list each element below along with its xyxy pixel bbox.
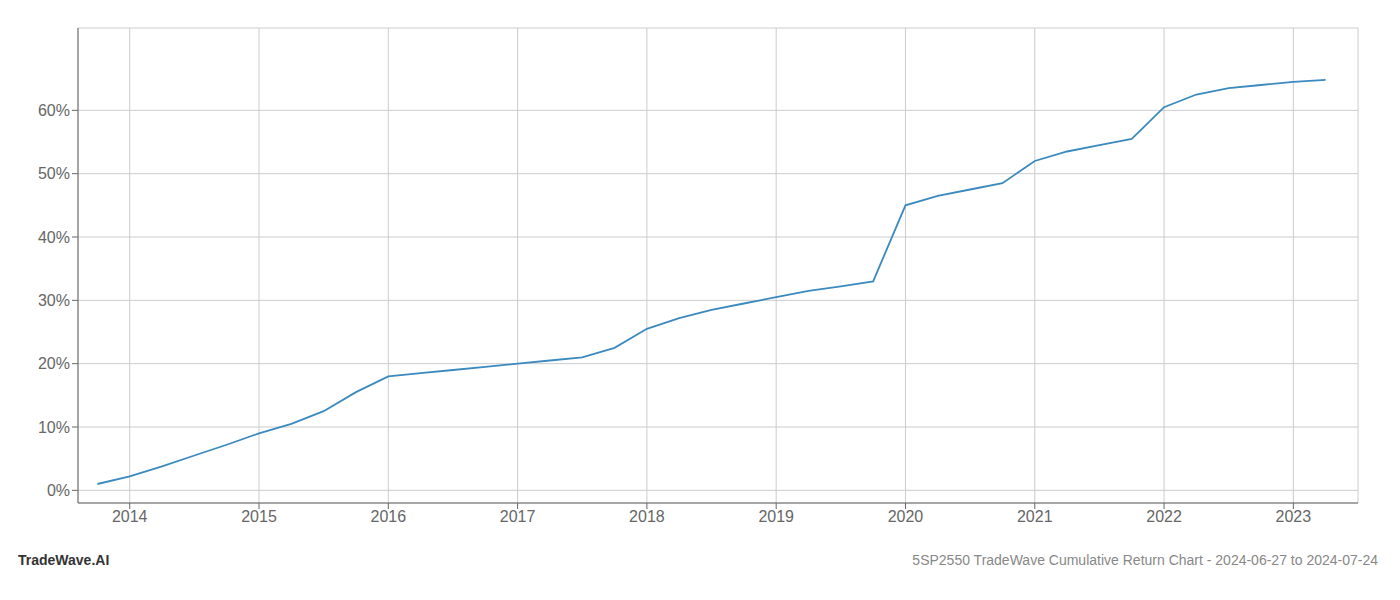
svg-text:50%: 50% [38,165,70,182]
svg-text:2017: 2017 [500,508,536,525]
svg-text:20%: 20% [38,355,70,372]
html-text:TradeWave.AI: TradeWave.AI [18,552,110,568]
svg-text:10%: 10% [38,419,70,436]
svg-text:2022: 2022 [1146,508,1182,525]
svg-text:2018: 2018 [629,508,665,525]
svg-text:2023: 2023 [1276,508,1312,525]
svg-text:2020: 2020 [888,508,924,525]
svg-text:2016: 2016 [371,508,407,525]
svg-text:2021: 2021 [1017,508,1053,525]
html-text:5SP2550 TradeWave Cumulative R: 5SP2550 TradeWave Cumulative Return Char… [912,552,1378,568]
svg-text:60%: 60% [38,102,70,119]
svg-text:2015: 2015 [241,508,277,525]
svg-text:2014: 2014 [112,508,148,525]
svg-text:2019: 2019 [758,508,794,525]
svg-text:0%: 0% [47,482,70,499]
svg-text:40%: 40% [38,229,70,246]
svg-text:30%: 30% [38,292,70,309]
